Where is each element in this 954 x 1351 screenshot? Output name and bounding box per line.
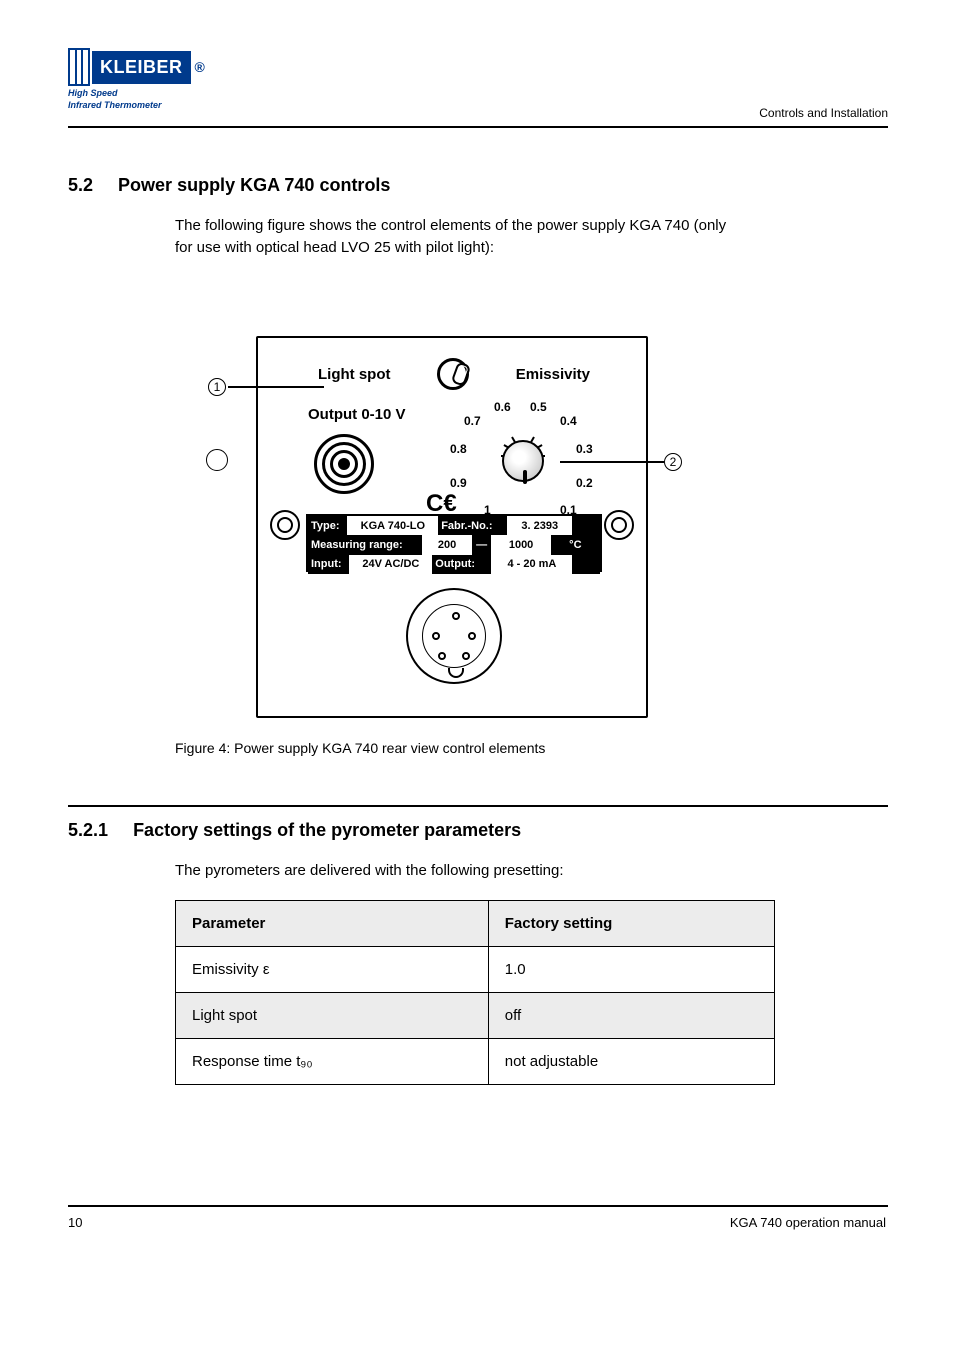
page-header: KLEIBER ® High Speed Infrared Thermomete… (68, 48, 888, 128)
logo-brand-text: KLEIBER (92, 51, 191, 84)
plate-input-label: Input: (308, 555, 349, 574)
plate-range-hi: 1000 (491, 535, 550, 554)
section-2-paragraph: The pyrometers are delivered with the fo… (175, 860, 815, 882)
table-header-row: Parameter Factory setting (176, 901, 775, 947)
plate-range-label: Measuring range: (308, 535, 422, 554)
brand-logo: KLEIBER ® High Speed Infrared Thermomete… (68, 48, 205, 110)
multi-pin-connector-icon (406, 588, 502, 684)
header-section-label: Controls and Installation (759, 106, 888, 120)
dial-val-0-5: 0.5 (530, 400, 547, 414)
emissivity-dial: 0.1 0.2 0.3 0.4 0.5 0.6 0.7 0.8 0.9 1 (448, 398, 598, 518)
callout-empty-circle (206, 449, 228, 471)
table-row: Light spot off (176, 993, 775, 1039)
emissivity-label: Emissivity (516, 366, 590, 383)
emissivity-knob-icon (502, 440, 544, 482)
section-1-paragraph: The following figure shows the control e… (175, 215, 735, 259)
footer-page-number: 10 (68, 1215, 82, 1230)
screw-bottom-right-icon (604, 510, 634, 540)
dial-val-0-4: 0.4 (560, 414, 577, 428)
plate-range-unit: °C (551, 535, 600, 554)
section-1-num: 5.2 (68, 175, 93, 195)
dial-val-0-6: 0.6 (494, 400, 511, 414)
logo-tagline-1: High Speed (68, 88, 176, 98)
callout-2-number: 2 (664, 453, 682, 471)
dial-val-0-3: 0.3 (576, 442, 593, 456)
section-2-title: Factory settings of the pyrometer parame… (133, 820, 521, 840)
section-2-num: 5.2.1 (68, 820, 108, 840)
callout-1-number: 1 (208, 378, 226, 396)
table-header-setting: Factory setting (488, 901, 774, 947)
section-1-heading: 5.2 Power supply KGA 740 controls (68, 175, 888, 196)
table-row: Emissivity ε 1.0 (176, 947, 775, 993)
plate-output-label: Output: (432, 555, 491, 574)
callout-2: 2 (664, 453, 682, 471)
plate-fabr-value: 3. 2393 (507, 516, 572, 535)
screw-bottom-left-icon (270, 510, 300, 540)
callout-1: 1 (208, 378, 226, 396)
table-cell: off (488, 993, 774, 1039)
dial-val-0-2: 0.2 (576, 476, 593, 490)
footer-doc-title: KGA 740 operation manual (730, 1215, 886, 1230)
figure-caption: Figure 4: Power supply KGA 740 rear view… (175, 740, 545, 756)
footer-divider (68, 1205, 888, 1207)
device-panel-figure: Light spot Emissivity Output 0-10 V 0.1 … (256, 336, 648, 718)
logo-box: KLEIBER ® (68, 48, 205, 86)
logo-bars-icon (68, 48, 90, 86)
table-cell: not adjustable (488, 1039, 774, 1085)
dial-val-0-8: 0.8 (450, 442, 467, 456)
plate-fabr-label: Fabr.-No.: (438, 516, 507, 535)
registered-icon: ® (195, 59, 205, 75)
plate-input-value: 24V AC/DC (349, 555, 432, 574)
table-cell: 1.0 (488, 947, 774, 993)
table-cell: Emissivity ε (176, 947, 489, 993)
page: KLEIBER ® High Speed Infrared Thermomete… (0, 0, 954, 1351)
plate-range-lo: 200 (422, 535, 471, 554)
output-voltage-label: Output 0-10 V (308, 406, 406, 423)
panel-top-row: Light spot Emissivity (318, 358, 590, 390)
plate-type-label: Type: (308, 516, 347, 535)
table-header-parameter: Parameter (176, 901, 489, 947)
dial-val-0-7: 0.7 (464, 414, 481, 428)
plate-range-dash: — (472, 535, 492, 554)
logo-tagline-2: Infrared Thermometer (68, 100, 176, 110)
section-1-title: Power supply KGA 740 controls (118, 175, 390, 195)
plate-type-value: KGA 740-LO (347, 516, 438, 535)
type-plate: Type: KGA 740-LO Fabr.-No.: 3. 2393 Meas… (306, 514, 602, 572)
table-row: Response time t₉₀ not adjustable (176, 1039, 775, 1085)
plate-output-value: 4 - 20 mA (491, 555, 572, 574)
bnc-connector-icon (314, 434, 374, 494)
section-divider (68, 805, 888, 807)
light-spot-toggle-icon (437, 358, 469, 390)
factory-settings-table: Parameter Factory setting Emissivity ε 1… (175, 900, 775, 1085)
table-cell: Response time t₉₀ (176, 1039, 489, 1085)
dial-val-0-9: 0.9 (450, 476, 467, 490)
light-spot-label: Light spot (318, 366, 390, 383)
section-2-heading: 5.2.1 Factory settings of the pyrometer … (68, 820, 888, 841)
table-cell: Light spot (176, 993, 489, 1039)
